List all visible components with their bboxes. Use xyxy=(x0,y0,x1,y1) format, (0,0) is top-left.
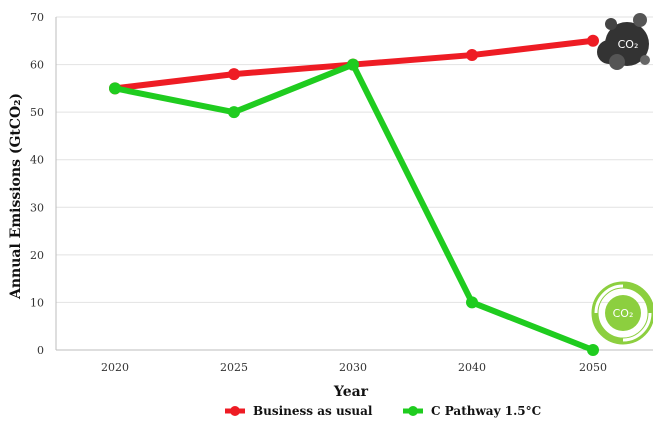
x-tick-label: 2025 xyxy=(220,361,248,374)
co2-recycle-label: CO₂ xyxy=(613,307,634,320)
y-tick-label: 40 xyxy=(30,154,44,167)
legend-swatch-dot xyxy=(230,406,240,416)
y-tick-label: 30 xyxy=(30,201,44,214)
x-tick-label: 2020 xyxy=(101,361,129,374)
legend-entry-label: C Pathway 1.5°C xyxy=(431,404,541,418)
legend-entry-label: Business as usual xyxy=(253,404,373,418)
data-point xyxy=(109,82,121,95)
y-tick-label: 60 xyxy=(30,59,44,72)
data-point xyxy=(347,58,359,71)
co2-recycle-icon: CO₂ xyxy=(591,281,653,345)
data-point xyxy=(587,34,599,47)
legend-swatch-dot xyxy=(408,406,418,416)
grid-lines xyxy=(55,16,653,351)
series-lines xyxy=(109,34,599,356)
y-tick-labels: 0 10 20 30 40 50 60 70 xyxy=(30,11,44,357)
co2-cloud-label: CO₂ xyxy=(618,38,639,51)
y-tick-label: 10 xyxy=(30,296,44,309)
x-axis-title: Year xyxy=(333,384,369,400)
y-tick-label: 20 xyxy=(30,249,44,262)
data-point xyxy=(466,296,478,309)
data-point xyxy=(228,106,240,119)
x-tick-label: 2040 xyxy=(458,361,486,374)
y-tick-label: 0 xyxy=(37,344,44,357)
data-point xyxy=(466,49,478,62)
data-point xyxy=(228,68,240,81)
y-axis-title: Annual Emissions (GtCO₂) xyxy=(8,93,24,300)
x-tick-labels: 2020 2025 2030 2040 2050 xyxy=(101,361,607,374)
legend: Business as usual C Pathway 1.5°C xyxy=(225,404,541,418)
co2-cloud-icon: CO₂ xyxy=(597,13,650,70)
x-tick-label: 2030 xyxy=(339,361,367,374)
x-tick-label: 2050 xyxy=(579,361,607,374)
y-tick-label: 50 xyxy=(30,106,44,119)
y-tick-label: 70 xyxy=(30,11,44,24)
data-point xyxy=(587,344,599,356)
